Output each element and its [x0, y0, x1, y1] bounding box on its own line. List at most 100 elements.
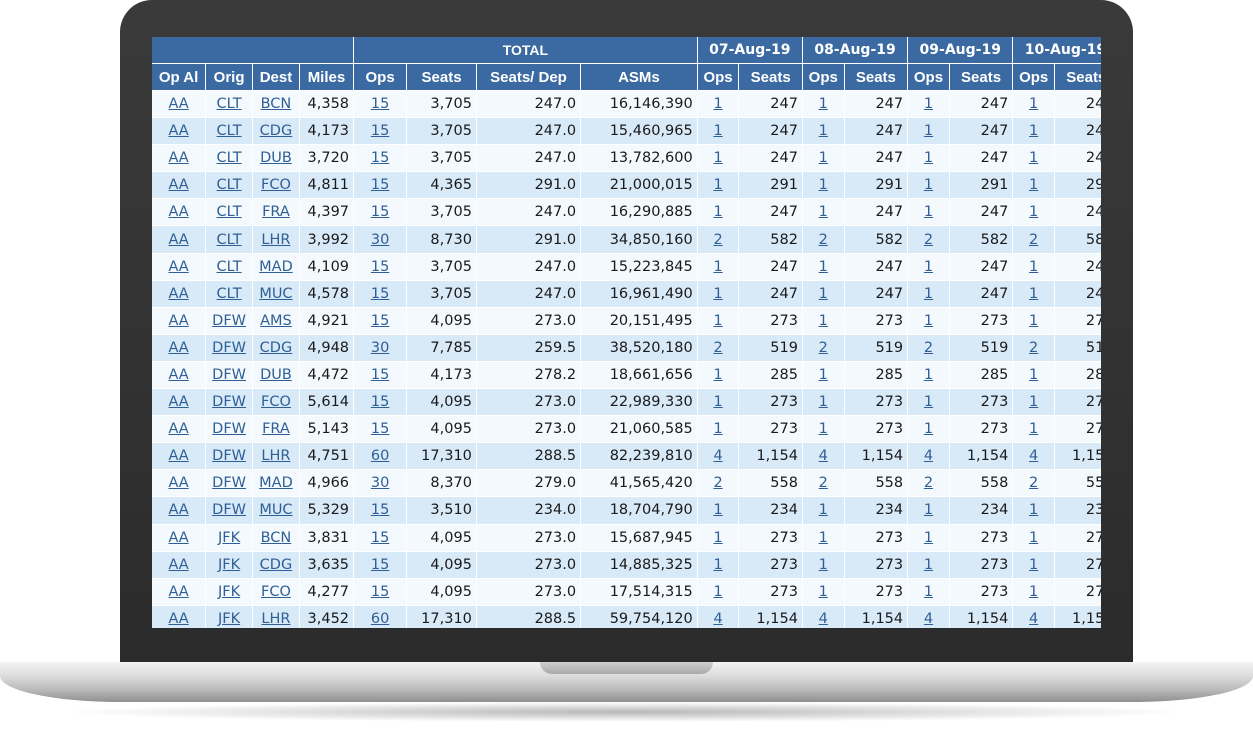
date1-ops-link-text[interactable]: 1 — [713, 556, 723, 573]
date3-ops-link[interactable]: 1 — [908, 497, 950, 525]
date2-ops-link[interactable]: 1 — [802, 199, 845, 227]
date2-ops-link-text[interactable]: 1 — [818, 204, 828, 221]
ops-link-text[interactable]: 15 — [370, 366, 390, 383]
dest-link-text[interactable]: BCN — [260, 529, 292, 546]
op-al-link[interactable]: AA — [152, 172, 207, 200]
op-al-link[interactable]: AA — [152, 361, 207, 390]
dest-link[interactable]: FCO — [253, 389, 300, 417]
date3-ops-link-text[interactable]: 1 — [923, 123, 934, 140]
op-al-link-text[interactable]: AA — [168, 366, 189, 383]
date1-ops-link-text[interactable]: 1 — [713, 96, 723, 113]
dest-link[interactable]: FRA — [253, 416, 300, 444]
date2-ops-link-text[interactable]: 1 — [818, 421, 828, 438]
date3-ops-link[interactable]: 2 — [908, 470, 950, 498]
ops-link-text[interactable]: 60 — [370, 448, 390, 465]
orig-link[interactable]: DFW — [206, 307, 254, 335]
op-al-link[interactable]: AA — [152, 226, 207, 254]
ops-link[interactable]: 15 — [354, 91, 408, 119]
dest-link[interactable]: MAD — [253, 253, 300, 281]
date2-ops-link-text[interactable]: 1 — [818, 556, 828, 573]
orig-link[interactable]: JFK — [206, 551, 254, 579]
ops-link[interactable]: 15 — [354, 524, 408, 552]
op-al-link-text[interactable]: AA — [168, 529, 189, 546]
date4-ops-link-text[interactable]: 1 — [1029, 502, 1039, 519]
ops-link-text[interactable]: 15 — [370, 394, 390, 411]
date1-ops-link[interactable]: 2 — [697, 470, 740, 498]
date2-ops-link-text[interactable]: 1 — [818, 96, 828, 113]
date4-ops-link[interactable]: 1 — [1013, 416, 1055, 444]
date3-ops-link-text[interactable]: 2 — [923, 231, 934, 248]
date1-ops-link-text[interactable]: 1 — [713, 421, 723, 438]
date4-ops-link[interactable]: 1 — [1013, 280, 1055, 308]
dest-link[interactable]: MUC — [253, 497, 300, 525]
date1-ops-link-text[interactable]: 1 — [713, 312, 723, 329]
ops-link[interactable]: 30 — [354, 226, 408, 254]
op-al-link-text[interactable]: AA — [168, 96, 189, 113]
date3-ops-link[interactable]: 2 — [908, 226, 950, 254]
date1-ops-link[interactable]: 2 — [697, 334, 740, 362]
ops-link-text[interactable]: 30 — [370, 231, 390, 248]
ops-link-text[interactable]: 15 — [370, 258, 390, 275]
date3-ops-link[interactable]: 1 — [908, 145, 950, 173]
orig-link[interactable]: CLT — [206, 145, 254, 173]
date3-ops-link[interactable]: 4 — [908, 443, 950, 471]
date2-ops-link[interactable]: 1 — [802, 416, 845, 444]
op-al-link-text[interactable]: AA — [168, 421, 189, 438]
dest-link-text[interactable]: MAD — [259, 475, 293, 492]
op-al-link[interactable]: AA — [152, 470, 207, 498]
col-asms[interactable]: ASMs — [581, 64, 698, 91]
dest-link-text[interactable]: FCO — [261, 394, 291, 411]
date4-ops-link-text[interactable]: 1 — [1029, 123, 1039, 140]
date2-ops-link[interactable]: 1 — [802, 172, 845, 200]
date2-ops-link[interactable]: 4 — [802, 443, 845, 471]
dest-link[interactable]: MUC — [253, 280, 300, 308]
date3-ops-link-text[interactable]: 1 — [923, 502, 934, 519]
date2-ops-link[interactable]: 1 — [802, 145, 845, 173]
orig-link-text[interactable]: JFK — [218, 529, 241, 546]
orig-link[interactable]: CLT — [206, 253, 254, 281]
date1-ops-link-text[interactable]: 2 — [713, 339, 723, 356]
date2-ops-link-text[interactable]: 2 — [818, 475, 828, 492]
date3-ops-link[interactable]: 1 — [908, 389, 950, 417]
op-al-link[interactable]: AA — [152, 578, 207, 606]
date2-ops-link-text[interactable]: 1 — [818, 150, 828, 167]
dest-link[interactable]: BCN — [253, 91, 300, 119]
date4-ops-link-text[interactable]: 1 — [1029, 556, 1039, 573]
ops-link[interactable]: 15 — [354, 145, 408, 173]
date1-ops-link-text[interactable]: 1 — [713, 529, 723, 546]
orig-link[interactable]: CLT — [206, 280, 254, 308]
date3-ops-link[interactable]: 1 — [908, 416, 950, 444]
ops-link[interactable]: 15 — [354, 307, 408, 335]
dest-link[interactable]: MAD — [253, 470, 300, 498]
date3-ops-link-text[interactable]: 1 — [923, 177, 934, 194]
date1-ops-link[interactable]: 1 — [697, 145, 740, 173]
date1-ops-link[interactable]: 1 — [697, 416, 740, 444]
ops-link-text[interactable]: 15 — [370, 285, 390, 302]
date1-ops-link[interactable]: 1 — [697, 172, 740, 200]
date3-ops-link-text[interactable]: 1 — [923, 421, 934, 438]
date3-ops-link-text[interactable]: 4 — [923, 448, 934, 465]
date4-ops-link-text[interactable]: 4 — [1029, 610, 1039, 627]
op-al-link-text[interactable]: AA — [168, 258, 189, 275]
dest-link[interactable]: DUB — [253, 145, 300, 173]
orig-link[interactable]: JFK — [206, 578, 254, 606]
orig-link-text[interactable]: DFW — [212, 312, 246, 329]
op-al-link[interactable]: AA — [152, 551, 207, 579]
dest-link[interactable]: LHR — [253, 605, 300, 628]
date4-ops-link-text[interactable]: 2 — [1029, 475, 1039, 492]
dest-link[interactable]: AMS — [253, 307, 300, 335]
date1-ops-link[interactable]: 1 — [697, 253, 740, 281]
op-al-link-text[interactable]: AA — [168, 475, 189, 492]
op-al-link[interactable]: AA — [152, 443, 207, 471]
date4-ops-link[interactable]: 1 — [1013, 118, 1055, 146]
col-op-al[interactable]: Op Al — [152, 64, 207, 91]
orig-link-text[interactable]: CLT — [216, 231, 242, 248]
date3-ops-link-text[interactable]: 1 — [923, 258, 934, 275]
op-al-link-text[interactable]: AA — [168, 204, 189, 221]
ops-link-text[interactable]: 15 — [370, 204, 390, 221]
date4-ops-link[interactable]: 1 — [1013, 253, 1055, 281]
date4-ops-link[interactable]: 1 — [1013, 172, 1055, 200]
ops-link[interactable]: 15 — [354, 118, 408, 146]
ops-link[interactable]: 60 — [354, 443, 408, 471]
date2-ops-link-text[interactable]: 1 — [818, 258, 828, 275]
